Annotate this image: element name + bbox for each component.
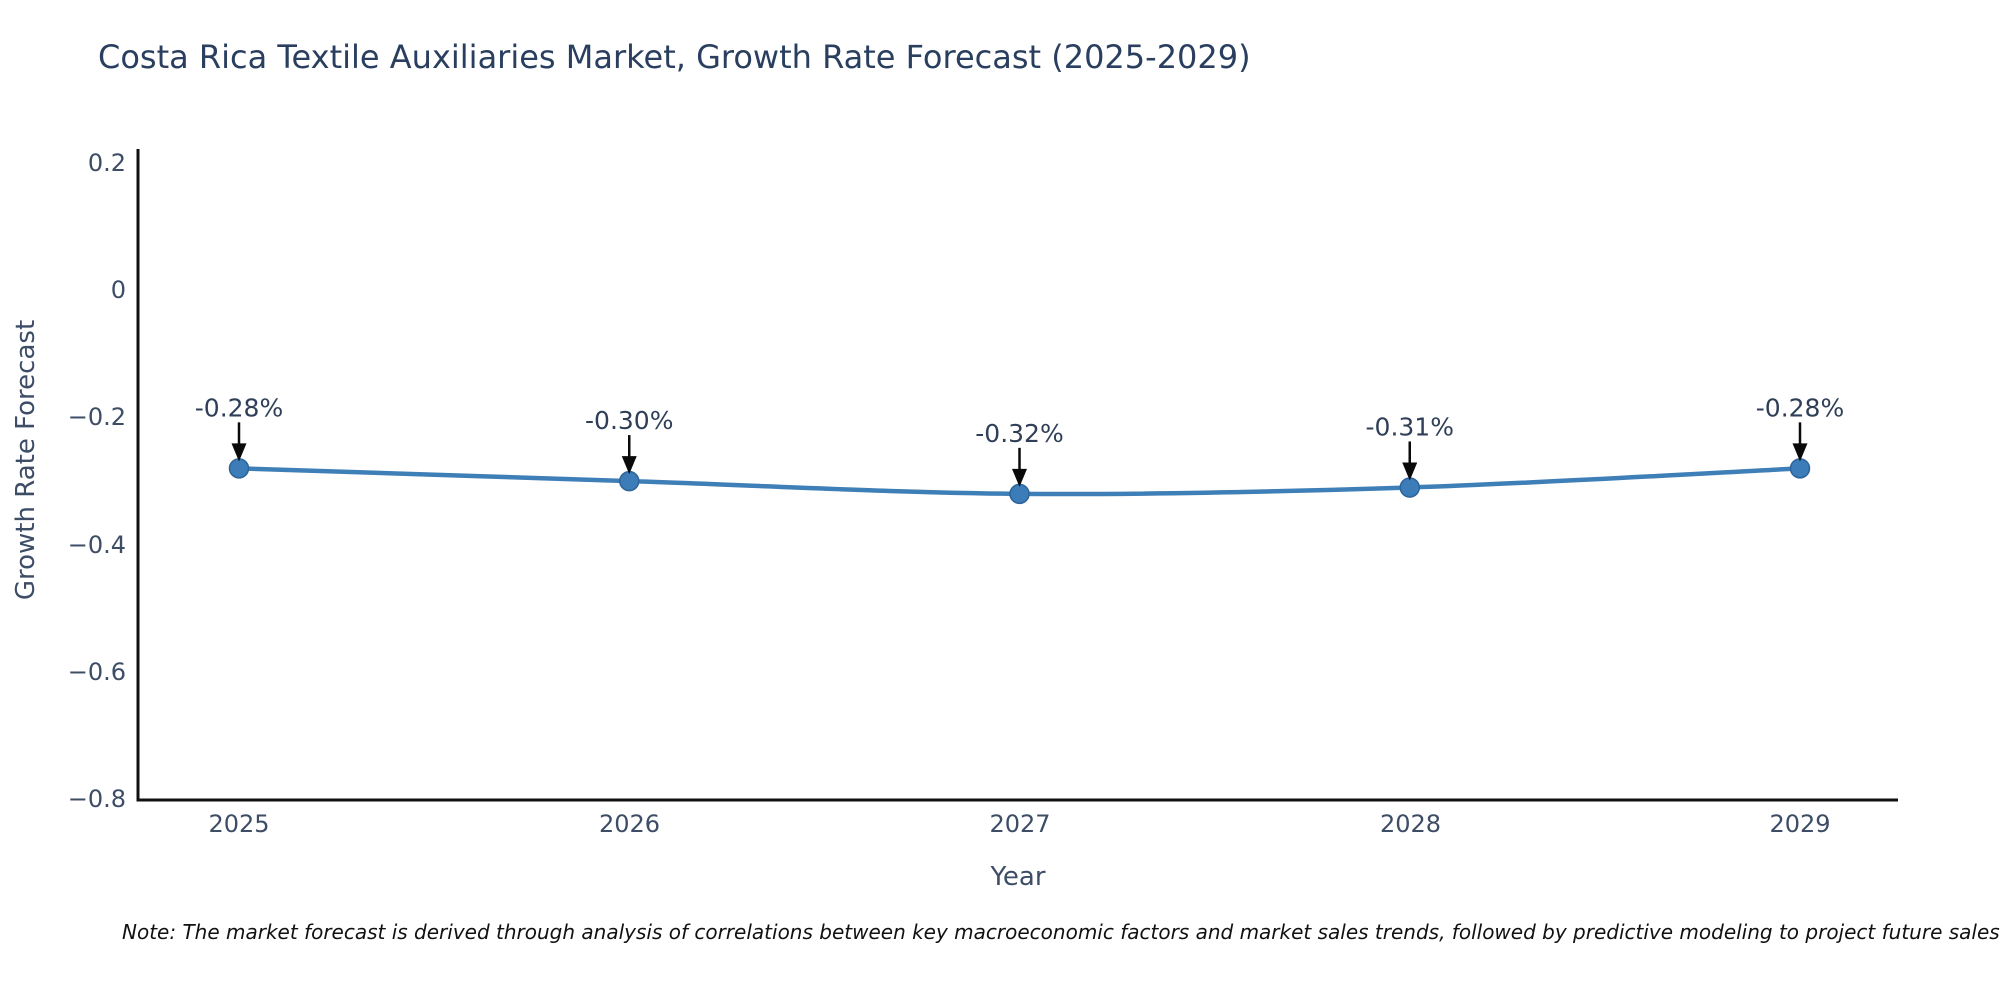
x-tick-2026: 2026 [599,810,660,838]
data-point-2028[interactable] [1399,477,1420,498]
annotation-label: -0.31% [1366,412,1454,441]
x-axis-title: Year [989,862,1045,892]
y-tick--0.8: −0.8 [68,785,126,813]
y-tick-0: 0 [111,276,126,304]
y-tick--0.2: −0.2 [68,403,126,431]
y-tick--0.4: −0.4 [68,531,126,559]
annotation-label: -0.28% [1756,393,1844,422]
annotation-2025: -0.28% [195,393,283,462]
x-tick-2028: 2028 [1380,810,1441,838]
annotation-arrowhead-icon [1402,462,1418,481]
chart-title: Costa Rica Textile Auxiliaries Market, G… [98,38,1251,76]
data-point-2029[interactable] [1789,458,1811,479]
methodology-note: Note: The market forecast is derived thr… [122,920,2000,944]
data-point-2026[interactable] [619,470,640,492]
data-point-2025[interactable] [228,458,250,479]
annotation-2027: -0.32% [975,419,1064,487]
annotation-arrowhead-icon [621,456,637,475]
y-tick--0.6: −0.6 [68,658,126,686]
y-tick-0.2: 0.2 [88,149,126,177]
y-axis-title: Growth Rate Forecast [11,320,41,600]
annotation-2029: -0.28% [1756,393,1844,462]
annotation-arrowhead-icon [1012,468,1027,487]
annotation-label: -0.32% [975,419,1063,448]
x-tick-2027: 2027 [989,810,1050,838]
annotation-2028: -0.31% [1366,412,1454,481]
data-point-2027[interactable] [1009,483,1030,505]
annotation-2026: -0.30% [585,406,673,475]
x-tick-2029: 2029 [1769,810,1830,838]
annotation-label: -0.30% [585,406,673,435]
x-tick-2025: 2025 [208,810,269,838]
trend-line-series [228,458,1811,505]
annotation-arrowhead-icon [231,443,247,462]
annotation-arrowhead-icon [1792,443,1808,462]
annotation-label: -0.28% [195,393,283,422]
